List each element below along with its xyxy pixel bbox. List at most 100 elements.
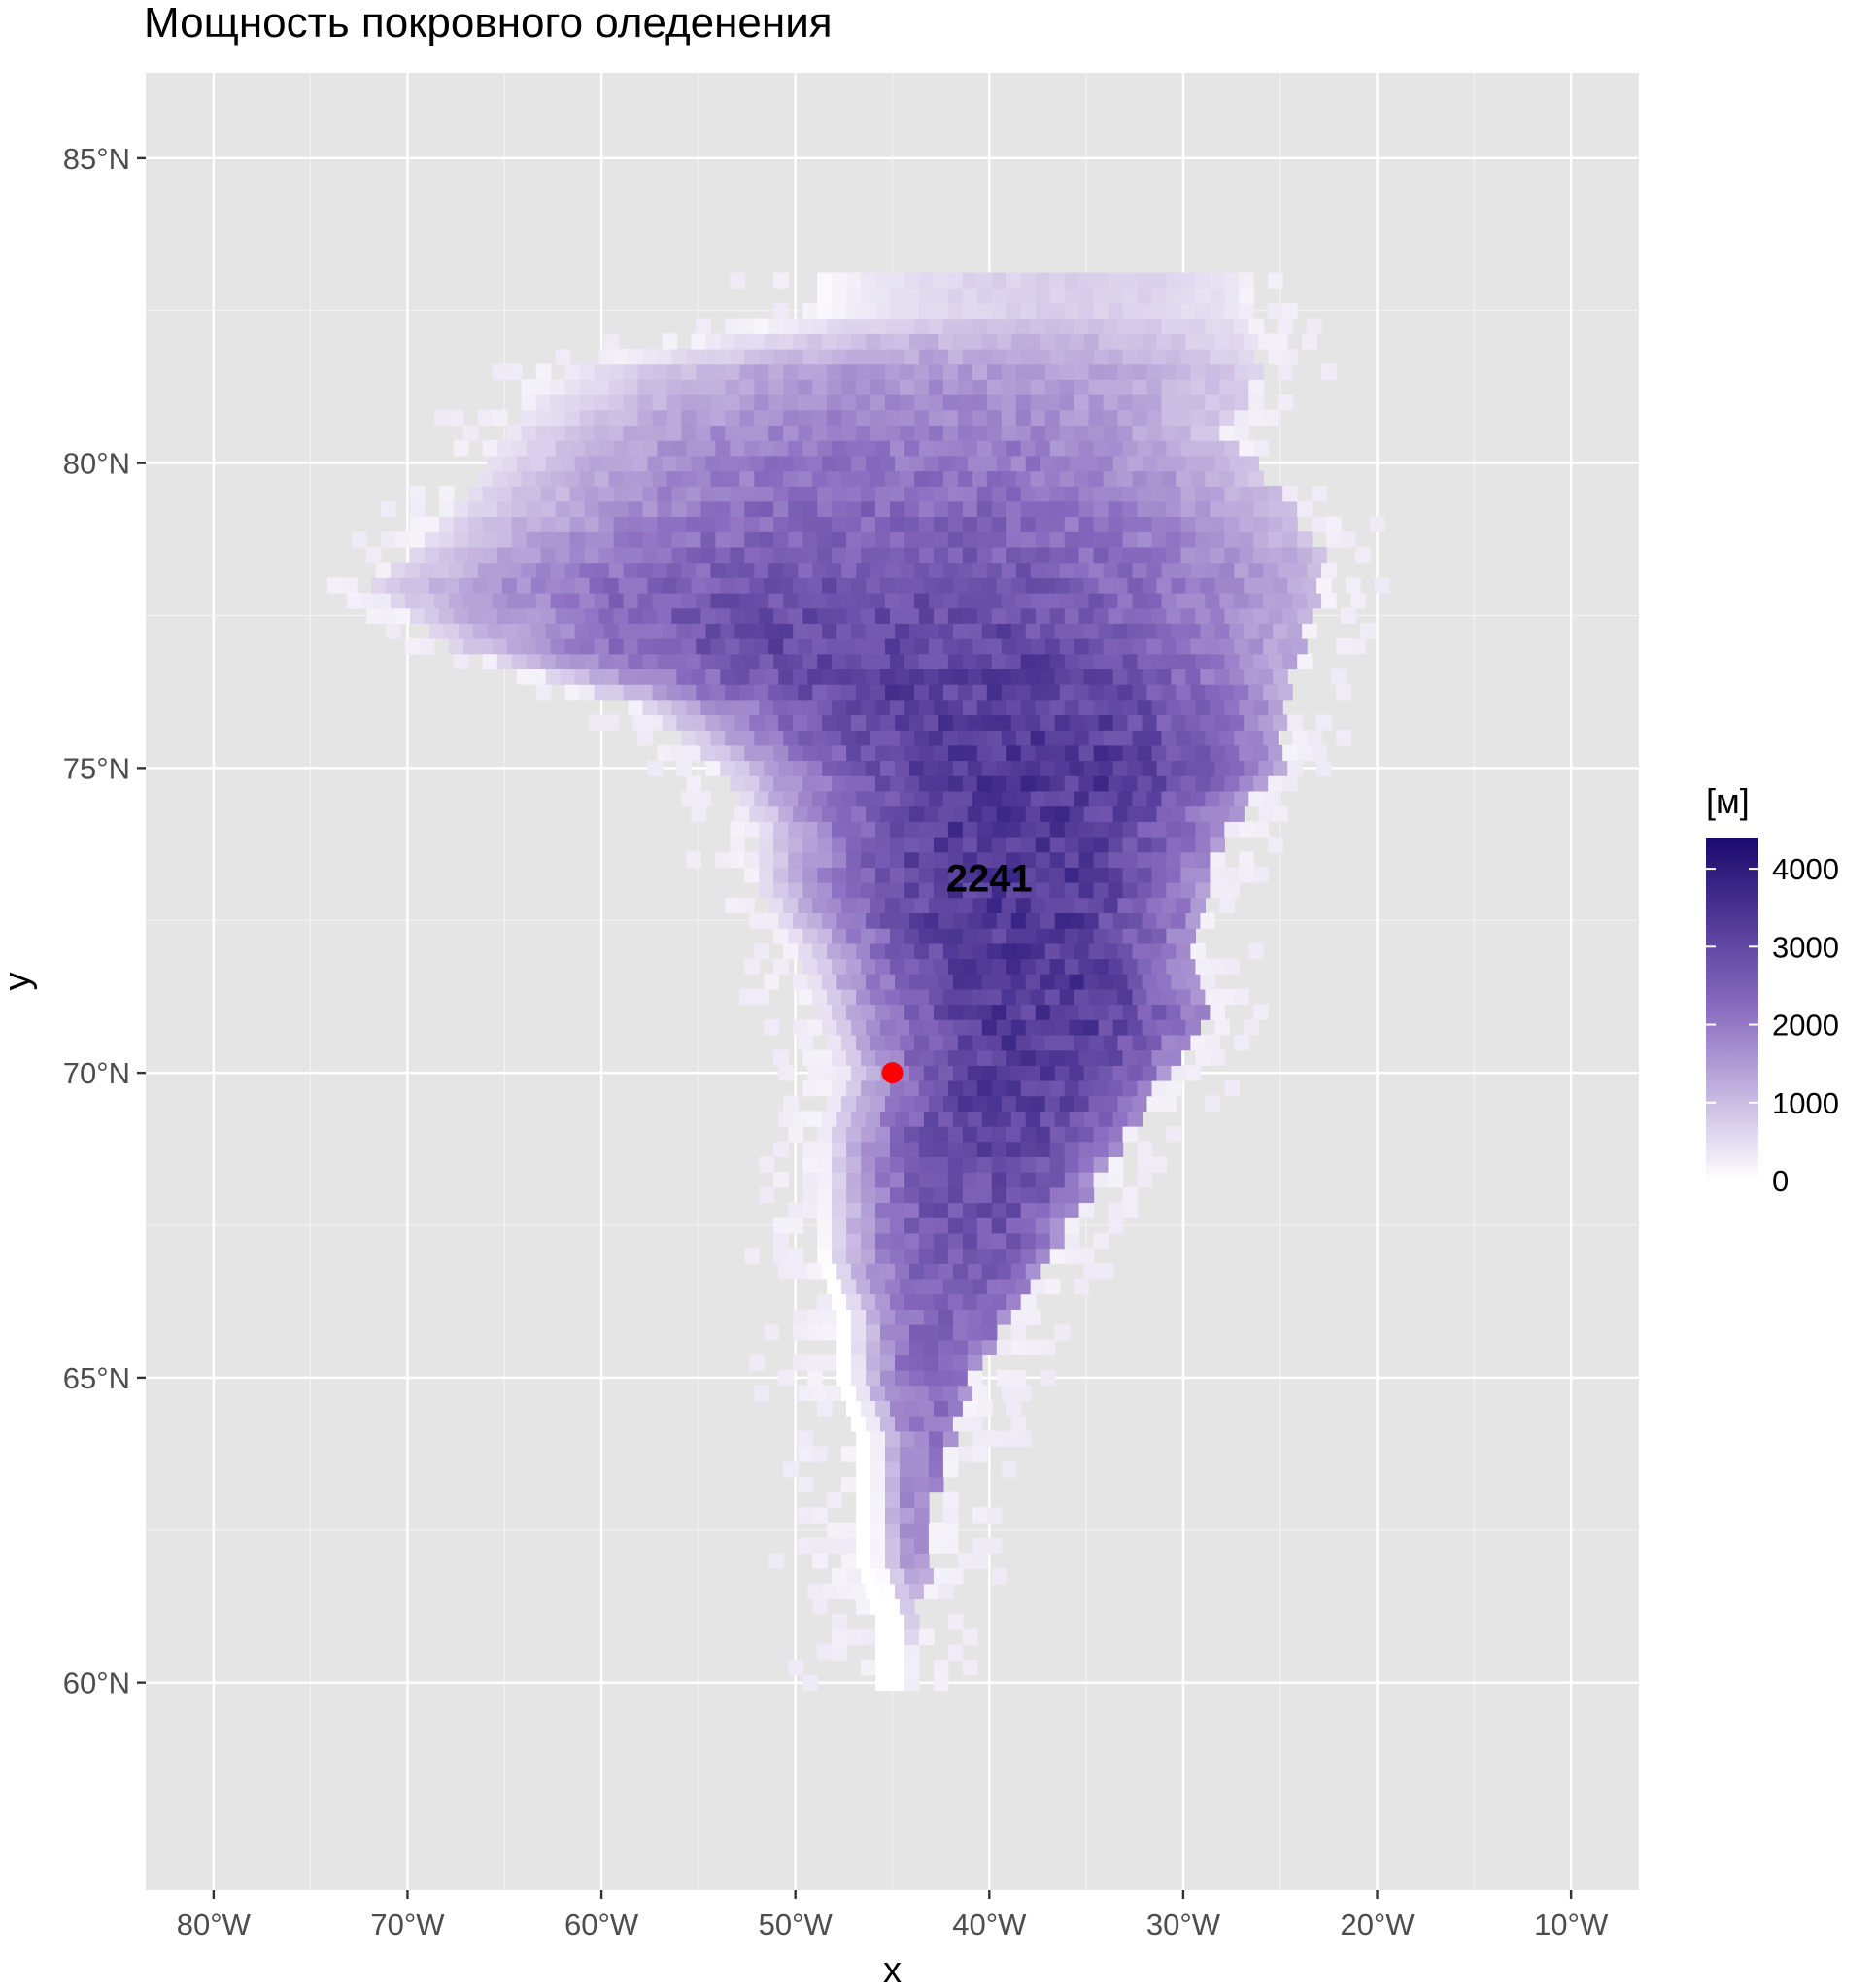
heatmap-cell: [938, 1370, 954, 1387]
heatmap-cell: [1205, 1095, 1220, 1112]
heatmap-cell: [875, 744, 891, 762]
heatmap-cell: [1001, 684, 1017, 701]
heatmap-cell: [1015, 684, 1032, 701]
heatmap-cell: [1171, 577, 1186, 594]
heatmap-cell: [696, 318, 711, 334]
heatmap-cell: [933, 851, 949, 868]
heatmap-cell: [996, 623, 1012, 639]
heatmap-cell: [1161, 988, 1177, 1006]
heatmap-cell: [996, 805, 1012, 822]
heatmap-cell: [1001, 394, 1017, 411]
heatmap-cell: [754, 379, 769, 395]
heatmap-cell: [1044, 1034, 1061, 1051]
heatmap-cell: [904, 1614, 920, 1630]
heatmap-cell: [1112, 760, 1129, 776]
heatmap-cell: [1166, 775, 1181, 792]
heatmap-cell: [1185, 668, 1201, 685]
heatmap-cell: [836, 1354, 852, 1371]
heatmap-cell: [967, 333, 983, 350]
heatmap-cell: [962, 775, 978, 792]
heatmap-cell: [1074, 1095, 1090, 1112]
heatmap-cell: [730, 546, 745, 564]
heatmap-cell: [1035, 1126, 1051, 1143]
heatmap-cell: [1234, 988, 1249, 1006]
heatmap-cell: [1006, 607, 1022, 624]
heatmap-cell: [904, 1400, 920, 1417]
heatmap-cell: [1214, 668, 1230, 685]
heatmap-cell: [798, 684, 813, 701]
heatmap-cell: [1336, 638, 1351, 655]
heatmap-cell: [1210, 744, 1225, 762]
heatmap-cell: [788, 1217, 803, 1234]
heatmap-cell: [579, 409, 596, 426]
heatmap-cell: [467, 531, 484, 548]
heatmap-cell: [632, 455, 649, 472]
heatmap-cell: [1239, 699, 1254, 716]
heatmap-cell: [1093, 1080, 1109, 1097]
heatmap-cell: [1185, 805, 1201, 822]
heatmap-cell: [885, 394, 901, 411]
heatmap-cell: [739, 790, 755, 807]
heatmap-cell: [1044, 988, 1061, 1006]
heatmap-cell: [482, 546, 498, 564]
heatmap-cell: [957, 363, 973, 380]
heatmap-cell: [928, 394, 944, 411]
heatmap-cell: [482, 500, 498, 518]
heatmap-cell: [700, 516, 716, 532]
heatmap-cell: [516, 668, 532, 685]
heatmap-cell: [496, 546, 513, 564]
heatmap-cell: [1001, 942, 1017, 960]
heatmap-cell: [788, 1248, 803, 1264]
heatmap-cell: [890, 1156, 905, 1173]
heatmap-cell: [739, 409, 755, 426]
heatmap-cell: [817, 516, 833, 532]
heatmap-cell: [904, 531, 920, 548]
heatmap-cell: [1297, 546, 1313, 564]
heatmap-cell: [1117, 363, 1134, 380]
heatmap-cell: [972, 562, 988, 578]
heatmap-cell: [1151, 821, 1168, 838]
heatmap-cell: [386, 623, 401, 639]
heatmap-cell: [783, 379, 799, 395]
heatmap-cell: [1117, 897, 1134, 913]
heatmap-cell: [933, 546, 949, 564]
heatmap-cell: [1035, 867, 1051, 883]
heatmap-cell: [807, 1324, 823, 1341]
heatmap-cell: [1059, 730, 1075, 746]
heatmap-cell: [1268, 607, 1283, 624]
heatmap-cell: [632, 623, 649, 639]
heatmap-cell: [1054, 760, 1071, 776]
heatmap-cell: [1049, 1172, 1066, 1188]
heatmap-cell: [967, 668, 983, 685]
heatmap-cell: [928, 1537, 944, 1554]
heatmap-cell: [986, 593, 1003, 609]
heatmap-cell: [822, 974, 837, 990]
heatmap-cell: [1035, 1156, 1051, 1173]
heatmap-cell: [749, 333, 765, 350]
heatmap-cell: [1146, 1034, 1163, 1051]
heatmap-cell: [1127, 668, 1143, 685]
heatmap-cell: [1297, 744, 1313, 762]
heatmap-cell: [1035, 349, 1051, 365]
heatmap-cell: [710, 379, 726, 395]
heatmap-cell: [875, 1172, 891, 1188]
heatmap-cell: [1049, 1141, 1066, 1157]
heatmap-cell: [875, 1126, 891, 1143]
heatmap-cell: [866, 623, 881, 639]
heatmap-cell: [1239, 821, 1254, 838]
heatmap-cell: [1224, 958, 1240, 975]
heatmap-cell: [1112, 805, 1129, 822]
heatmap-cell: [856, 1278, 871, 1295]
heatmap-cell: [419, 562, 435, 578]
heatmap-cell: [802, 928, 818, 944]
heatmap-cell: [904, 928, 920, 944]
heatmap-cell: [1244, 333, 1259, 350]
heatmap-cell: [1083, 577, 1100, 594]
heatmap-cell: [584, 440, 600, 457]
heatmap-cell: [1010, 623, 1027, 639]
heatmap-cell: [1278, 684, 1293, 701]
heatmap-cell: [933, 1172, 949, 1188]
heatmap-cell: [1171, 760, 1186, 776]
heatmap-cell: [574, 668, 591, 685]
heatmap-cell: [1302, 333, 1317, 350]
